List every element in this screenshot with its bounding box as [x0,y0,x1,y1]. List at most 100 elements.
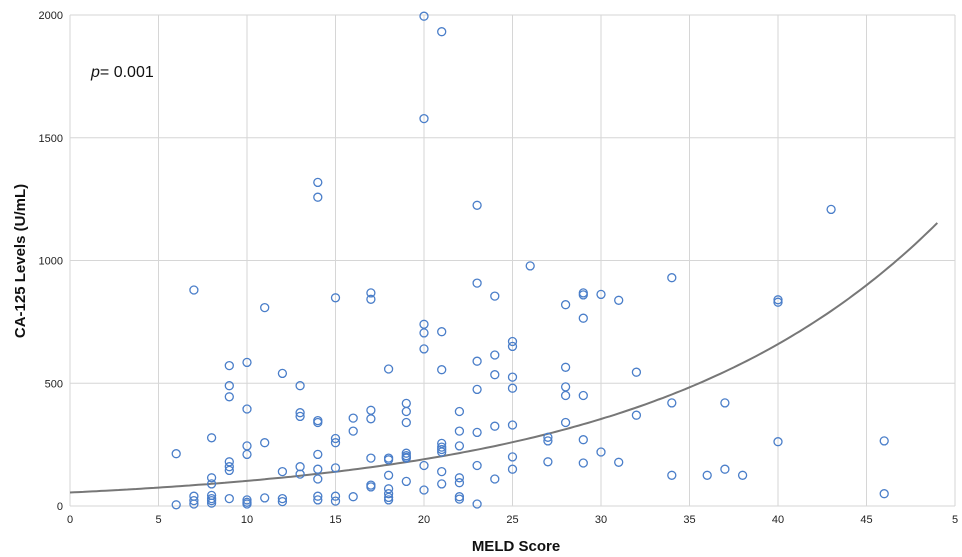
x-tick-label: 5 [155,514,161,526]
data-point [879,436,889,446]
data-point [295,469,305,479]
data-point [578,313,588,323]
data-point [507,341,518,352]
data-point [366,482,376,492]
data-point [224,465,234,476]
data-point [206,473,217,483]
data-point [472,384,482,395]
data-point [313,417,323,428]
data-point [224,392,234,402]
data-point [348,492,358,502]
data-point [383,470,394,480]
data-point [454,406,465,417]
data-point [560,417,571,428]
data-point [631,367,642,377]
data-point [366,405,376,415]
x-tick-label: 45 [860,514,872,526]
data-point [419,11,429,21]
data-point [560,362,571,372]
data-point [419,344,429,354]
data-point [242,495,252,505]
data-point [631,410,642,420]
x-tick-label: 10 [241,514,253,526]
data-point [773,295,783,305]
data-point [383,492,394,503]
data-point [242,404,252,414]
data-point [401,476,411,487]
x-tick-label: 0 [67,514,73,526]
x-tick-label: 40 [772,514,784,526]
data-point [383,455,394,465]
data-point [507,464,518,474]
data-point [437,365,447,375]
data-point [437,27,447,37]
data-point [454,492,465,502]
data-point [242,357,252,368]
data-point [260,493,270,503]
data-point [490,421,500,431]
data-point [313,491,323,501]
data-point [401,453,411,463]
data-point [313,192,323,202]
data-point [578,435,588,445]
data-point [454,441,465,451]
data-point [206,479,217,489]
data-point [472,460,482,471]
data-point [437,444,447,455]
x-tick-label: 5 [952,514,958,526]
y-tick-label: 1000 [39,256,63,268]
x-tick-label: 25 [506,514,518,526]
data-point [189,499,199,509]
data-point [578,290,588,300]
data-point [879,489,889,499]
data-point [224,462,234,472]
data-point [720,398,730,408]
y-tick-label: 1500 [39,133,63,145]
data-point [348,413,358,423]
data-point [242,499,252,509]
data-point [224,493,234,504]
data-point [189,285,199,295]
data-point [171,449,181,459]
data-point [366,414,376,424]
data-point [472,499,482,509]
data-point [437,479,447,489]
data-point [437,327,447,337]
data-point [737,470,748,480]
y-tick-label: 500 [45,378,63,390]
data-point [667,398,677,408]
trendline-layer [69,222,939,494]
data-point [507,336,518,347]
data-point [454,426,465,436]
data-point [454,478,465,488]
data-point [206,433,217,443]
data-point [578,390,588,401]
data-point [330,496,341,506]
data-point [189,495,199,506]
x-tick-label: 15 [329,514,341,526]
data-point [596,289,606,300]
data-point [454,494,465,504]
data-point [419,485,429,495]
y-tick-label: 2000 [39,10,63,22]
y-tick-label: 0 [57,501,63,513]
data-point [454,473,465,483]
data-point [277,496,288,507]
data-point [543,457,553,467]
data-point [383,364,394,374]
data-point [295,381,305,391]
data-point [383,489,394,499]
data-point [560,382,571,392]
data-point [313,464,323,474]
data-point [295,411,305,422]
data-point [578,458,588,468]
p-value-annotation: p= 0.001 [90,64,154,81]
data-point [472,278,482,288]
data-point [490,370,500,380]
data-point [667,470,677,480]
data-point [401,398,411,409]
data-point [242,449,252,460]
data-point [419,460,429,471]
data-point [277,466,288,477]
data-point [472,427,482,438]
